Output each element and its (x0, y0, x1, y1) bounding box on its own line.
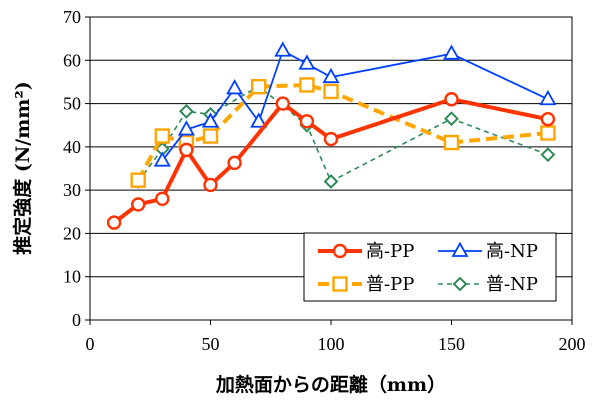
y-tick-label: 10 (63, 267, 81, 287)
y-tick-label: 40 (63, 137, 81, 157)
data-point (442, 44, 461, 60)
legend-marker (451, 241, 469, 257)
data-point (444, 92, 459, 107)
legend-marker (332, 243, 348, 259)
legend-marker (332, 276, 348, 292)
y-axis-ticks: 0 10 20 30 40 50 60 70 (63, 7, 90, 330)
data-point (275, 96, 290, 111)
data-point (299, 114, 315, 129)
data-point (177, 120, 195, 136)
legend-item: 高-PP (318, 241, 414, 262)
legend-marker (452, 276, 468, 292)
data-point (443, 134, 460, 151)
data-point (155, 191, 170, 207)
data-point (323, 83, 339, 100)
legend-label: 普-NP (486, 274, 538, 295)
data-point (298, 54, 316, 70)
x-axis-ticks: 0 50 100 150 200 (86, 320, 586, 354)
data-point (178, 103, 194, 119)
y-tick-label: 50 (63, 94, 81, 114)
y-tick-label: 70 (63, 7, 81, 27)
y-axis-title: 推定強度 (N/mm²) (11, 81, 34, 254)
data-point (226, 79, 244, 95)
legend-item: 普-PP (318, 274, 414, 295)
legend-item: 普-NP (438, 274, 538, 295)
y-tick-label: 30 (63, 180, 81, 200)
data-point (539, 89, 557, 106)
data-point (250, 112, 268, 128)
data-point (322, 67, 340, 84)
y-tick-label: 0 (72, 310, 81, 330)
legend-items: 高-PP 高-NP 普-PP 普-NP (318, 241, 538, 295)
data-point (203, 177, 218, 193)
data-point (323, 131, 339, 147)
data-point (323, 174, 339, 189)
data-point (540, 147, 556, 163)
data-point (201, 112, 220, 128)
data-point (299, 77, 315, 93)
y-tick-label: 60 (63, 50, 81, 70)
legend-label: 高-PP (366, 241, 414, 262)
data-point (250, 78, 267, 95)
data-point (444, 111, 459, 127)
x-tick-label: 200 (559, 334, 586, 354)
data-point (227, 155, 242, 171)
series-layer (106, 41, 557, 230)
x-axis-title: 加熱面からの距離（mm） (215, 373, 446, 396)
data-point (179, 142, 194, 158)
data-point (274, 41, 292, 57)
data-point (130, 172, 146, 188)
series-square (130, 77, 556, 188)
series-triangle (153, 41, 557, 167)
x-tick-label: 0 (86, 334, 95, 354)
data-point (154, 128, 171, 144)
y-tick-label: 20 (63, 223, 81, 243)
x-tick-label: 50 (202, 334, 220, 354)
series-line (136, 82, 549, 182)
data-point (130, 197, 146, 212)
data-point (153, 151, 171, 167)
legend-label: 普-PP (366, 274, 414, 295)
x-tick-label: 150 (438, 334, 465, 354)
x-tick-label: 100 (318, 334, 345, 354)
legend: 高-PP 高-NP 普-PP 普-NP (303, 232, 557, 302)
data-point (540, 111, 556, 127)
series-circle (106, 92, 556, 230)
data-point (106, 215, 122, 230)
legend-label: 高-NP (486, 241, 538, 262)
series-line (161, 49, 549, 162)
data-point (540, 125, 556, 141)
legend-item: 高-NP (438, 241, 538, 262)
legend-box (303, 232, 557, 302)
data-point (202, 128, 219, 144)
